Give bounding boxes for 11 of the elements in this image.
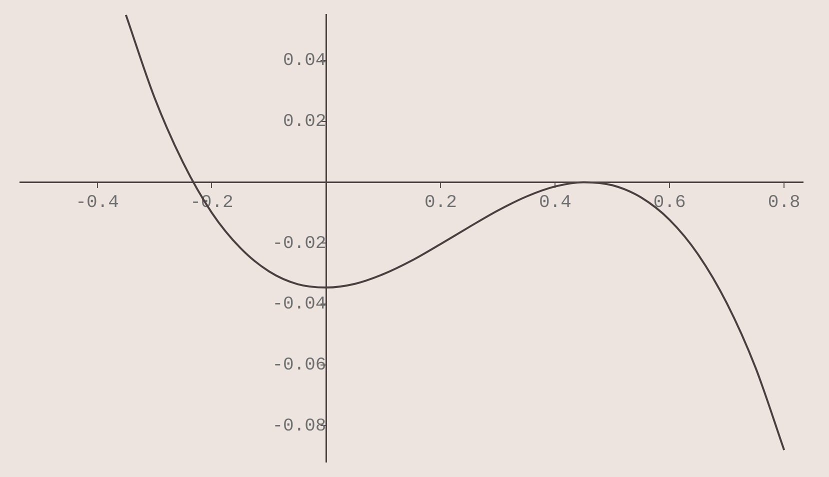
y-tick-label: -0.08 [272, 416, 326, 436]
y-tick-label: 0.04 [283, 51, 326, 72]
y-tick-label: -0.06 [272, 356, 326, 376]
x-tick-label: -0.4 [76, 192, 119, 213]
x-tick-label: 0.6 [653, 192, 686, 213]
y-tick-label: -0.02 [272, 234, 326, 254]
y-tick-label: -0.04 [272, 294, 326, 315]
x-tick-label: 0.4 [538, 192, 572, 213]
x-tick-label: 0.2 [424, 192, 457, 213]
x-tick-label: 0.8 [768, 192, 800, 213]
y-tick-label: 0.02 [283, 112, 326, 132]
